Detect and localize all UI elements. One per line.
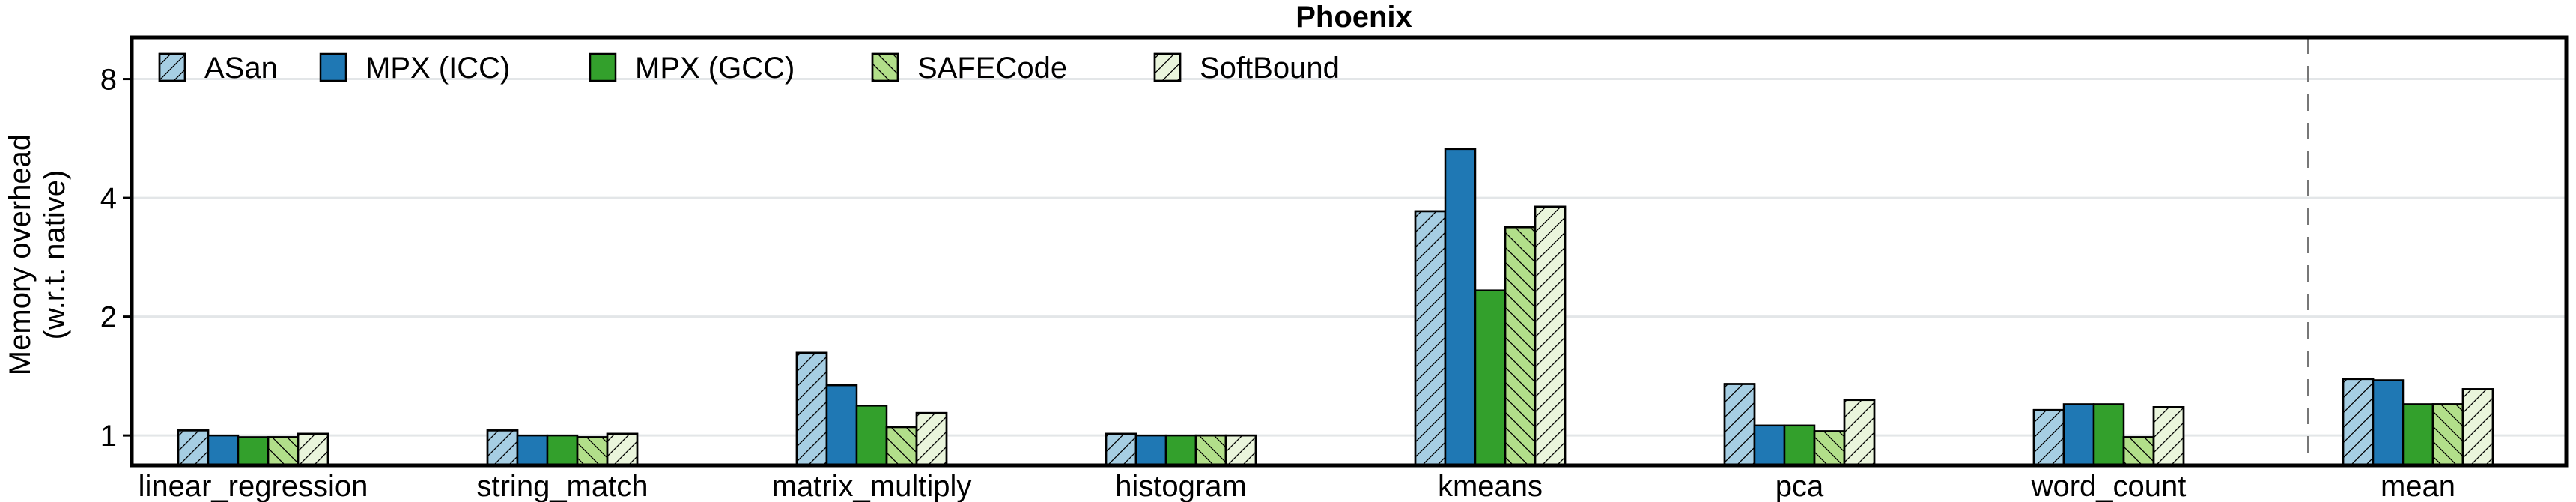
x-tick-label: matrix_multiply bbox=[772, 470, 972, 502]
chart-title: Phoenix bbox=[1295, 1, 1412, 34]
bar-hatch bbox=[1504, 226, 1537, 467]
bar-hatch bbox=[885, 426, 918, 467]
legend-item: ASan bbox=[158, 52, 278, 85]
bar-mpx-gcc--linear_regression bbox=[237, 436, 270, 467]
x-tick-label: mean bbox=[2381, 470, 2455, 502]
bar-hatch bbox=[1194, 434, 1227, 467]
legend-label: SoftBound bbox=[1200, 52, 1340, 85]
bar-mpx-gcc--string_match bbox=[546, 434, 579, 467]
legend-item: MPX (ICC) bbox=[319, 52, 510, 85]
x-tick-label: word_count bbox=[2031, 470, 2187, 502]
bar-mpx-gcc--matrix_multiply bbox=[855, 405, 888, 467]
y-axis: 1 2 4 8 bbox=[100, 64, 132, 453]
bar-hatch bbox=[576, 436, 609, 467]
y-axis-label-line1: Memory overhead bbox=[4, 134, 37, 375]
bar-mpx-gcc--pca bbox=[1783, 424, 1816, 467]
bar-hatch bbox=[1534, 205, 1567, 467]
bar-mpx-gcc--kmeans bbox=[1474, 289, 1507, 467]
bars bbox=[177, 148, 2494, 467]
bar-hatch bbox=[267, 436, 300, 467]
gridlines bbox=[132, 37, 2566, 465]
bar-mpx-icc--pca bbox=[1753, 424, 1786, 467]
legend-label: ASan bbox=[204, 52, 278, 85]
legend-swatch bbox=[319, 52, 347, 82]
x-tick-label: histogram bbox=[1115, 470, 1247, 502]
bar-hatch bbox=[1723, 383, 1756, 467]
legend-swatch-hatch bbox=[158, 52, 186, 82]
x-tick-label: kmeans bbox=[1438, 470, 1543, 502]
legend-label: MPX (GCC) bbox=[635, 52, 795, 85]
x-tick-label: string_match bbox=[477, 470, 648, 502]
legend-label: MPX (ICC) bbox=[365, 52, 510, 85]
bar-hatch bbox=[2032, 408, 2065, 467]
y-tick-label: 2 bbox=[100, 301, 117, 334]
bar-hatch bbox=[1224, 434, 1257, 467]
bar-hatch bbox=[795, 351, 828, 467]
x-tick-label: linear_regression bbox=[139, 470, 368, 502]
bar-mpx-icc--linear_regression bbox=[207, 434, 240, 467]
plot-frame bbox=[130, 35, 2569, 468]
bar-hatch bbox=[486, 429, 519, 467]
bar-mpx-gcc--mean bbox=[2402, 403, 2434, 467]
legend-swatch-hatch bbox=[1153, 52, 1182, 82]
bar-mpx-gcc--histogram bbox=[1164, 434, 1197, 467]
bar-mpx-icc--kmeans bbox=[1444, 148, 1477, 467]
bar-hatch bbox=[1414, 210, 1447, 467]
y-axis-label-line2: (w.r.t. native) bbox=[38, 170, 71, 340]
bar-hatch bbox=[1843, 399, 1876, 467]
bar-hatch bbox=[177, 429, 210, 467]
bar-hatch bbox=[606, 432, 639, 467]
bar-hatch bbox=[2461, 388, 2494, 467]
bar-hatch bbox=[2122, 436, 2155, 467]
legend-swatch-hatch bbox=[871, 52, 899, 82]
y-tick-label: 8 bbox=[100, 64, 117, 97]
bar-hatch bbox=[297, 432, 329, 467]
legend-label: SAFECode bbox=[917, 52, 1067, 85]
legend-item: SAFECode bbox=[871, 52, 1067, 85]
y-tick-label: 1 bbox=[100, 420, 117, 453]
x-tick-label: pca bbox=[1775, 470, 1824, 502]
legend-item: MPX (GCC) bbox=[589, 52, 795, 85]
legend-item: SoftBound bbox=[1153, 52, 1340, 85]
x-axis: linear_regression string_match matrix_mult… bbox=[139, 470, 2455, 502]
bar-mpx-icc--matrix_multiply bbox=[825, 384, 858, 467]
bar-mpx-icc--mean bbox=[2372, 379, 2405, 467]
bar-hatch bbox=[915, 411, 948, 467]
bar-mpx-icc--word_count bbox=[2062, 403, 2095, 467]
y-tick-label: 4 bbox=[100, 182, 117, 215]
bar-hatch bbox=[2431, 403, 2464, 467]
bar-mpx-gcc--word_count bbox=[2092, 403, 2125, 467]
bar-hatch bbox=[2152, 406, 2185, 467]
bar-hatch bbox=[1813, 430, 1846, 467]
legend: ASan MPX (ICC) MPX (GCC) SAFECode SoftBound bbox=[158, 52, 1340, 85]
bar-hatch bbox=[1105, 432, 1137, 467]
bar-mpx-icc--histogram bbox=[1134, 434, 1167, 467]
bar-hatch bbox=[2342, 378, 2375, 467]
legend-swatch bbox=[589, 52, 617, 82]
bar-mpx-icc--string_match bbox=[516, 434, 549, 467]
